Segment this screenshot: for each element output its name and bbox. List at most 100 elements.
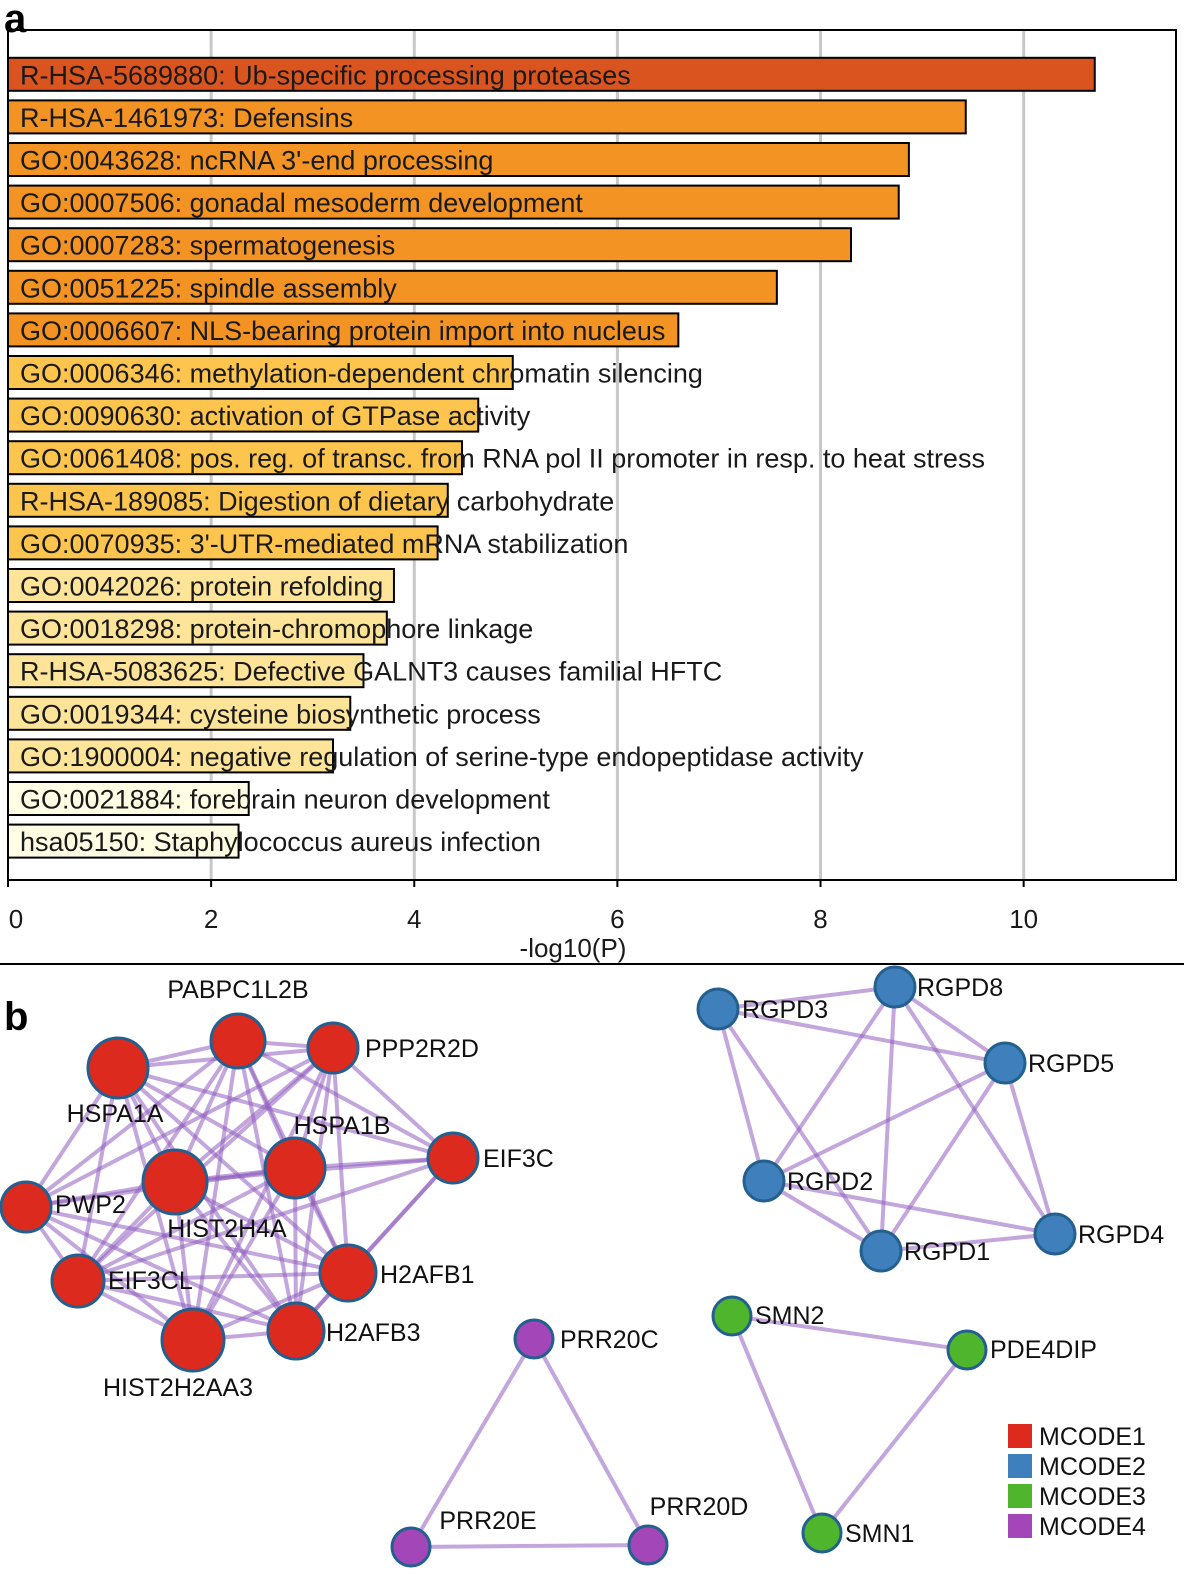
nodes: PABPC1L2B HSPA1A PPP2R2D HSPA1B EIF3C PWP2 HIS… bbox=[0, 965, 1164, 1568]
bar-label: GO:0090630: activation of GTPase activit… bbox=[20, 401, 531, 431]
edge bbox=[730, 1314, 969, 1352]
node-label: PDE4DIP bbox=[990, 1336, 1097, 1364]
edge bbox=[409, 1337, 536, 1549]
edge bbox=[879, 1232, 1057, 1253]
bar-label: R-HSA-5689880: Ub-specific processing pr… bbox=[20, 60, 631, 90]
node bbox=[696, 987, 740, 1031]
node-label: RGPD3 bbox=[742, 996, 828, 1024]
edge bbox=[24, 1205, 195, 1342]
edge bbox=[76, 1166, 297, 1283]
x-tick-label: 6 bbox=[610, 904, 624, 934]
node-label: PPP2R2D bbox=[365, 1035, 479, 1063]
bar-label: GO:0019344: cysteine biosynthetic proces… bbox=[20, 699, 541, 729]
node bbox=[801, 1512, 843, 1554]
edge bbox=[24, 1205, 350, 1275]
edge bbox=[24, 1205, 298, 1333]
edge bbox=[24, 1039, 240, 1209]
node-label: SMN1 bbox=[845, 1520, 914, 1548]
node bbox=[426, 1131, 480, 1185]
node bbox=[86, 1036, 150, 1100]
node bbox=[160, 1307, 226, 1373]
node bbox=[0, 1180, 53, 1234]
node-label: PRR20D bbox=[650, 1493, 749, 1521]
bar bbox=[7, 355, 514, 390]
node bbox=[873, 965, 917, 1009]
legend-label: MCODE1 bbox=[1039, 1423, 1146, 1451]
bar bbox=[7, 99, 967, 135]
edge bbox=[532, 1337, 650, 1547]
node-label: PRR20C bbox=[560, 1326, 659, 1354]
bar bbox=[7, 823, 240, 859]
x-tick-label: 10 bbox=[1009, 904, 1038, 934]
bar-label: GO:0051225: spindle assembly bbox=[20, 273, 397, 303]
node bbox=[141, 1148, 209, 1216]
node bbox=[263, 1136, 327, 1200]
bar bbox=[7, 610, 388, 646]
bar bbox=[7, 440, 463, 476]
bar bbox=[7, 142, 910, 177]
edge bbox=[191, 1046, 335, 1342]
bar bbox=[7, 695, 352, 731]
bar-label: GO:1900004: negative regulation of serin… bbox=[20, 742, 864, 772]
edge bbox=[76, 1279, 298, 1333]
node-label: RGPD8 bbox=[917, 974, 1003, 1002]
edge bbox=[893, 985, 1007, 1065]
edge bbox=[331, 1046, 455, 1160]
edge bbox=[76, 1046, 335, 1283]
bar bbox=[7, 482, 449, 518]
bar bbox=[7, 781, 250, 816]
edge bbox=[716, 985, 897, 1011]
node bbox=[1033, 1212, 1077, 1256]
edge bbox=[716, 1007, 766, 1183]
bar-label: GO:0007283: spermatogenesis bbox=[20, 231, 395, 261]
edge bbox=[236, 1039, 455, 1160]
bar bbox=[7, 312, 680, 348]
bar-label: GO:0018298: protein-chromophore linkage bbox=[20, 614, 533, 644]
bar-label: R-HSA-5083625: Defective GALNT3 causes f… bbox=[20, 657, 722, 687]
node-label: H2AFB3 bbox=[326, 1319, 420, 1347]
edge bbox=[762, 1179, 883, 1253]
node-label: EIF3CL bbox=[108, 1267, 193, 1295]
panel-label-b: b bbox=[4, 995, 28, 1039]
x-tick-label: 4 bbox=[407, 904, 421, 934]
node bbox=[390, 1526, 432, 1568]
edge bbox=[76, 1066, 120, 1283]
node-label: HSPA1B bbox=[294, 1112, 391, 1140]
bar bbox=[7, 269, 778, 305]
bar bbox=[7, 525, 439, 561]
node bbox=[711, 1295, 753, 1337]
bar-label: GO:0070935: 3'-UTR-mediated mRNA stabili… bbox=[20, 529, 628, 559]
bar-chart: R-HSA-5689880: Ub-specific processing pr… bbox=[7, 29, 1177, 963]
legend-swatch bbox=[1008, 1424, 1032, 1448]
legend-label: MCODE3 bbox=[1039, 1483, 1146, 1511]
legend-label: MCODE4 bbox=[1039, 1513, 1146, 1541]
bar-label: hsa05150: Staphylococcus aureus infectio… bbox=[20, 827, 541, 857]
edge bbox=[762, 1061, 1007, 1183]
legend-swatch bbox=[1008, 1484, 1032, 1508]
bar-label: GO:0061408: pos. reg. of transc. from RN… bbox=[20, 444, 985, 474]
edge bbox=[762, 1179, 1057, 1236]
node-label: SMN2 bbox=[755, 1302, 824, 1330]
bar-label: GO:0006346: methylation-dependent chroma… bbox=[20, 359, 703, 389]
node bbox=[306, 1021, 360, 1075]
bar bbox=[7, 397, 480, 433]
bar bbox=[7, 568, 395, 603]
node-label: HSPA1A bbox=[67, 1100, 164, 1128]
legend-swatch bbox=[1008, 1454, 1032, 1478]
edge bbox=[762, 985, 897, 1183]
node bbox=[983, 1041, 1027, 1085]
bar bbox=[7, 184, 900, 220]
edge bbox=[730, 1314, 824, 1535]
node-label: RGPD2 bbox=[787, 1168, 873, 1196]
node-label: PABPC1L2B bbox=[167, 976, 308, 1004]
bar-label: GO:0043628: ncRNA 3'-end processing bbox=[20, 146, 493, 176]
x-tick-label: 2 bbox=[204, 904, 218, 934]
network-diagram: PABPC1L2B HSPA1A PPP2R2D HSPA1B EIF3C PWP2 HIS… bbox=[0, 965, 1164, 1568]
x-tick-label: 8 bbox=[813, 904, 827, 934]
bar-label: GO:0021884: forebrain neuron development bbox=[20, 785, 550, 815]
edge bbox=[116, 1066, 297, 1170]
node bbox=[513, 1318, 555, 1360]
node bbox=[859, 1229, 903, 1273]
